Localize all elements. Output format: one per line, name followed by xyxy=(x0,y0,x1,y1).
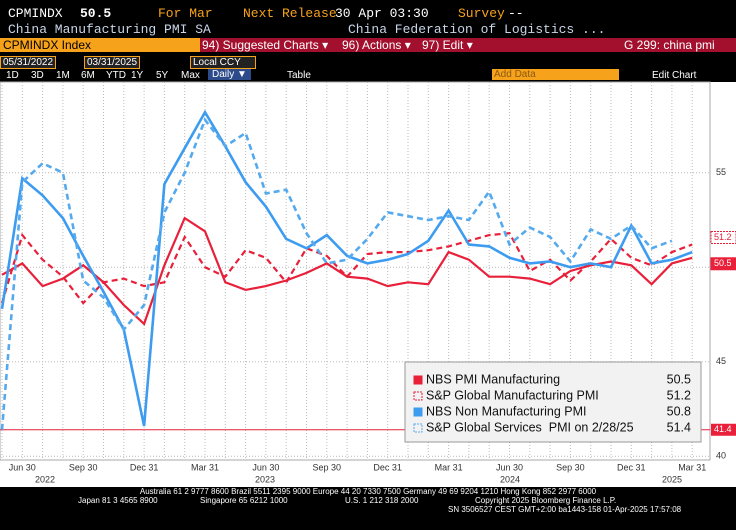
footer-line: Japan 81 3 4565 8900 xyxy=(78,496,158,505)
x-tick-label: Dec 31 xyxy=(130,462,159,472)
period: For Mar xyxy=(158,6,213,21)
range-button[interactable]: YTD xyxy=(106,70,126,81)
year-label: 2023 xyxy=(255,474,275,484)
next-release-label: Next Release xyxy=(243,6,337,21)
chart-name: G 299: china pmi xyxy=(624,38,715,52)
footer-line: Australia 61 2 9777 8600 Brazil 5511 239… xyxy=(139,487,597,496)
legend-label: S&P Global Manufacturing PMI xyxy=(426,388,599,402)
last-value: 50.5 xyxy=(80,6,112,21)
series-line xyxy=(1,216,693,326)
year-label: 2024 xyxy=(500,474,520,484)
source: China Federation of Logistics ... xyxy=(348,22,606,37)
series-line xyxy=(0,109,693,427)
ticker: CPMINDX xyxy=(8,6,63,21)
end-label: 50.5 xyxy=(714,258,732,268)
security[interactable]: CPMINDX Index xyxy=(0,38,201,52)
footer-line: Copyright 2025 Bloomberg Finance L.P. xyxy=(475,496,617,505)
description: China Manufacturing PMI SA xyxy=(8,22,211,37)
end-label-bg xyxy=(710,257,736,271)
legend-swatch xyxy=(413,391,423,401)
x-tick-label: Dec 31 xyxy=(373,462,402,472)
series-line xyxy=(0,232,693,305)
chart-background xyxy=(0,82,736,487)
legend-box xyxy=(404,361,702,443)
x-tick-label: Dec 31 xyxy=(617,462,646,472)
range-button[interactable]: 5Y xyxy=(156,70,169,81)
start-date[interactable]: 05/31/2022 xyxy=(0,56,57,69)
footer-line: U.S. 1 212 318 2000 xyxy=(345,496,419,505)
x-tick-label: Mar 31 xyxy=(678,462,706,472)
currency[interactable]: Local CCY xyxy=(190,56,256,69)
survey: -- xyxy=(508,6,524,21)
x-tick-label: Mar 31 xyxy=(435,462,463,472)
footer-line: Singapore 65 6212 1000 xyxy=(200,496,288,505)
legend-value: 51.4 xyxy=(667,420,691,434)
footer-line: SN 3506527 CEST GMT+2:00 ba1443-158 01-A… xyxy=(448,505,682,514)
end-label: 51.2 xyxy=(714,232,732,242)
x-tick-label: Jun 30 xyxy=(496,462,523,472)
table-button[interactable]: Table xyxy=(287,70,311,81)
frequency[interactable]: Daily ▼ xyxy=(208,69,251,80)
menu-bar xyxy=(200,38,736,52)
reference-label: 41.4 xyxy=(714,424,732,434)
y-tick-label: 55 xyxy=(716,167,726,177)
x-tick-label: Sep 30 xyxy=(313,462,342,472)
end-date[interactable]: 03/31/2025 xyxy=(84,56,141,69)
legend-swatch xyxy=(413,375,423,385)
y-tick-label: 40 xyxy=(716,451,726,461)
series-line xyxy=(0,117,673,430)
edit-chart[interactable]: Edit Chart xyxy=(652,70,697,81)
x-tick-label: Jun 30 xyxy=(9,462,36,472)
add-data[interactable]: Add Data xyxy=(492,69,619,80)
range-button[interactable]: 1Y xyxy=(131,70,144,81)
year-label: 2022 xyxy=(35,474,55,484)
x-tick-label: Sep 30 xyxy=(69,462,98,472)
x-tick-label: Mar 31 xyxy=(191,462,219,472)
menu-item[interactable]: 97) Edit ▾ xyxy=(422,38,473,52)
survey-label: Survey xyxy=(458,6,505,21)
reference-label-bg xyxy=(711,423,736,436)
legend-swatch xyxy=(413,407,423,417)
end-label-bg xyxy=(710,231,736,245)
menu-item[interactable]: 94) Suggested Charts ▾ xyxy=(202,38,329,52)
legend-swatch xyxy=(413,423,423,433)
legend-label: S&P Global Services PMI on 2/28/25 xyxy=(426,420,634,434)
y-tick-label: 50 xyxy=(716,262,726,272)
legend-label: NBS PMI Manufacturing xyxy=(426,372,560,386)
legend-value: 50.5 xyxy=(667,372,691,386)
legend-value: 51.2 xyxy=(667,388,691,402)
range-button[interactable]: 1D xyxy=(6,70,19,81)
plot-frame xyxy=(0,81,711,461)
range-button[interactable]: 3D xyxy=(31,70,44,81)
menu-item[interactable]: 96) Actions ▾ xyxy=(342,38,411,52)
x-tick-label: Jun 30 xyxy=(252,462,279,472)
next-release: 30 Apr 03:30 xyxy=(335,6,429,21)
x-tick-label: Sep 30 xyxy=(556,462,585,472)
range-button[interactable]: 1M xyxy=(56,70,70,81)
year-label: 2025 xyxy=(662,474,682,484)
y-tick-label: 45 xyxy=(716,356,726,366)
range-button[interactable]: Max xyxy=(181,70,200,81)
legend-value: 50.8 xyxy=(667,404,691,418)
range-button[interactable]: 6M xyxy=(81,70,95,81)
legend-label: NBS Non Manufacturing PMI xyxy=(426,404,587,418)
